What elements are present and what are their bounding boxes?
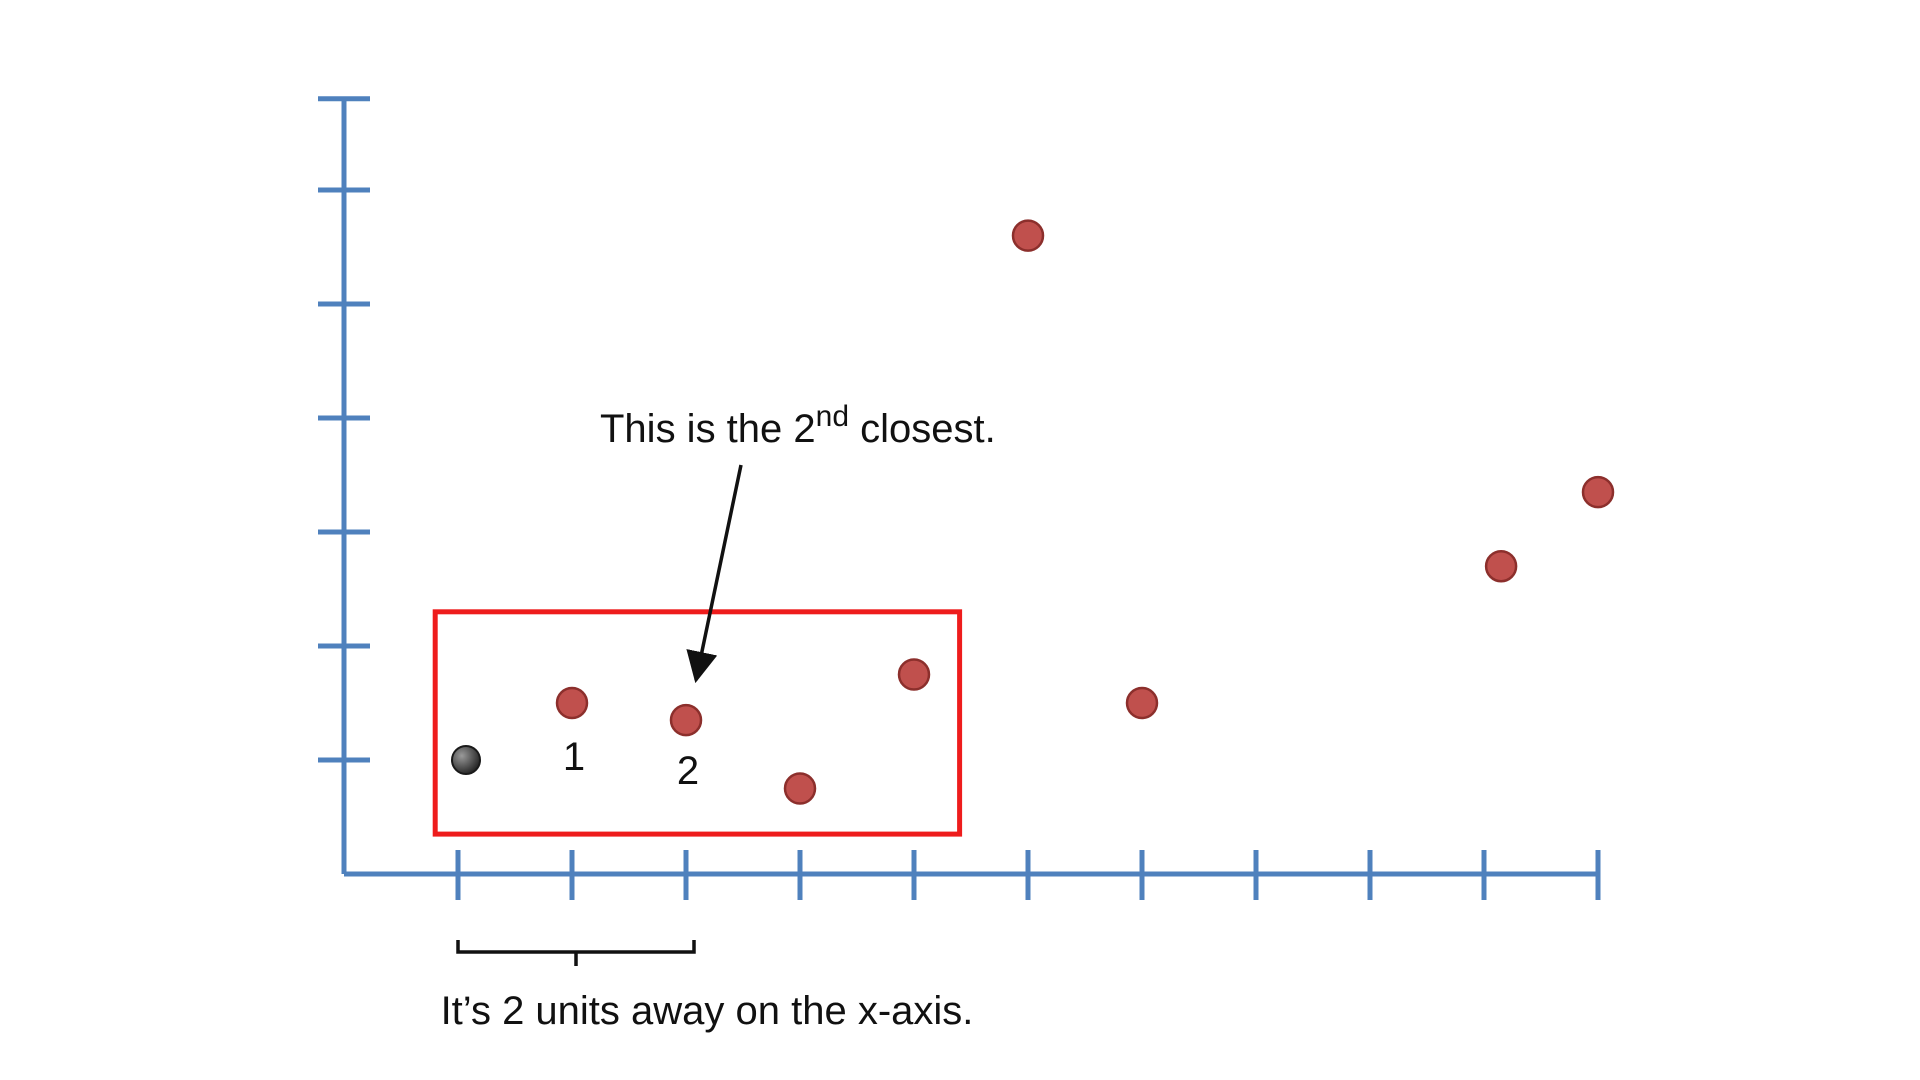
neighbor-label-2: 2: [677, 749, 699, 793]
data-points: [555, 219, 1615, 805]
query-point: [451, 745, 481, 775]
data-point: [1581, 475, 1615, 509]
neighbor-label-1: 1: [563, 735, 585, 779]
callout-prefix: This is the 2: [600, 407, 816, 451]
callout-suffix: closest.: [849, 407, 996, 451]
distance-brace: [456, 940, 696, 966]
callout-text: This is the 2nd closest.: [600, 400, 996, 451]
data-point: [669, 703, 703, 737]
data-point: [1011, 219, 1045, 252]
data-point: [1125, 686, 1159, 720]
distance-caption: It’s 2 units away on the x-axis.: [441, 989, 974, 1033]
data-point: [897, 658, 931, 691]
axes: [318, 96, 1601, 900]
callout-arrow: [686, 464, 743, 684]
neighbor-highlight-box: [432, 609, 963, 837]
data-point: [555, 686, 589, 720]
data-point: [1484, 549, 1518, 583]
callout-superscript: nd: [816, 400, 849, 433]
data-point: [783, 772, 817, 805]
